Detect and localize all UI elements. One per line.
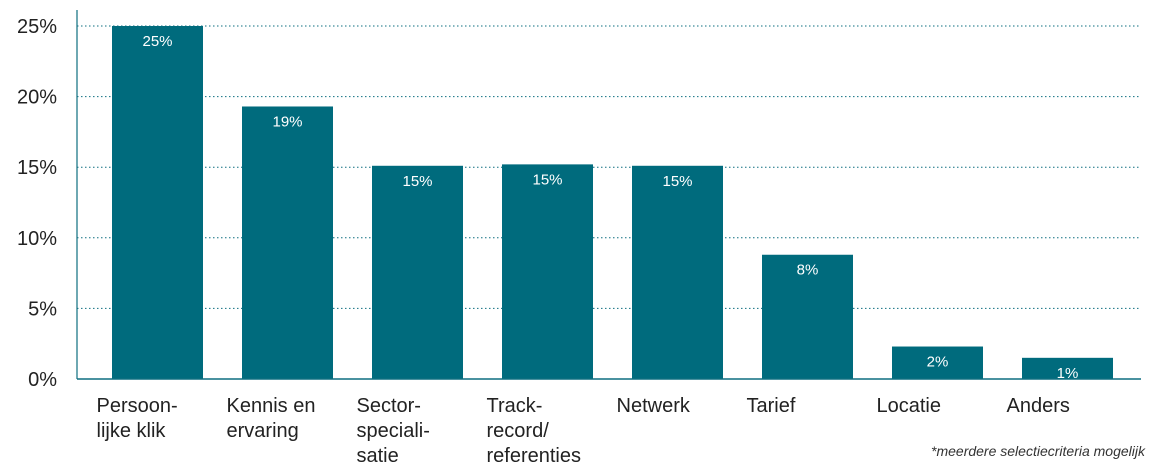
- data-label: 2%: [927, 354, 949, 371]
- data-label: 25%: [142, 33, 172, 50]
- bar: [1022, 357, 1113, 379]
- category-label: Persoon-lijke klik: [97, 395, 178, 442]
- category-labels: Persoon-lijke klik Kennis en ervaring Secto…: [97, 395, 1070, 467]
- y-tick-label: 10%: [17, 228, 57, 250]
- category-label: Track-record/referenties: [487, 395, 582, 467]
- axes: [76, 10, 1141, 380]
- category-label: Anders: [1007, 395, 1070, 417]
- bar: [502, 164, 593, 379]
- bar: [632, 165, 723, 379]
- bar: [762, 254, 853, 379]
- data-label: 1%: [1057, 365, 1079, 382]
- gridlines: [77, 25, 1141, 309]
- y-tick-label: 20%: [17, 87, 57, 109]
- data-label: 19%: [272, 113, 302, 130]
- bar: [372, 165, 463, 379]
- bar: [242, 106, 333, 379]
- data-label: 15%: [532, 171, 562, 188]
- y-tick-label: 0%: [28, 369, 57, 391]
- footnote: *meerdere selectiecriteria mogelijk: [931, 443, 1145, 459]
- y-tick-labels: 0% 5% 10% 15% 20% 25%: [17, 16, 57, 391]
- data-labels: 25% 19% 15% 15% 15% 8% 2% 1%: [142, 33, 1078, 382]
- data-label: 15%: [402, 173, 432, 190]
- bars: [112, 26, 1113, 379]
- category-label: Netwerk: [617, 395, 691, 417]
- category-label: Sector-speciali-satie: [357, 395, 430, 467]
- category-label: Locatie: [877, 395, 942, 417]
- category-label: Kennis en ervaring: [227, 395, 316, 442]
- data-label: 8%: [797, 262, 819, 279]
- category-label: Tarief: [747, 395, 796, 417]
- y-tick-label: 15%: [17, 157, 57, 179]
- data-label: 15%: [662, 173, 692, 190]
- bar: [892, 346, 983, 379]
- y-tick-label: 25%: [17, 16, 57, 38]
- y-tick-label: 5%: [28, 298, 57, 320]
- bar: [112, 26, 203, 379]
